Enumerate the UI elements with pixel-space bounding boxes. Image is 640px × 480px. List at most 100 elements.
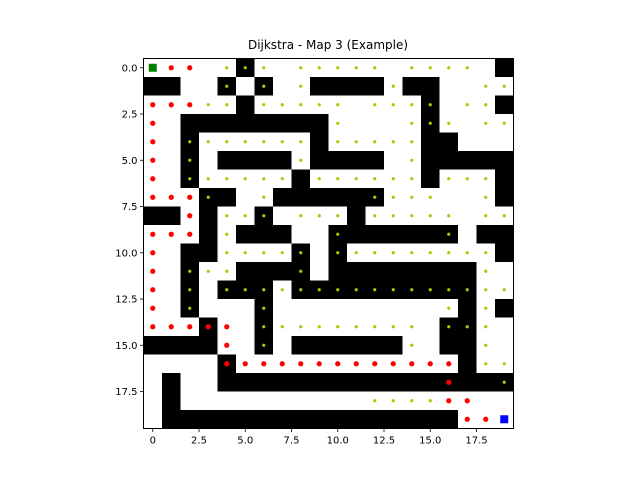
explored-point <box>225 103 229 107</box>
explored-point <box>262 288 266 292</box>
explored-point <box>299 269 303 273</box>
maze-open-cell <box>310 262 329 281</box>
maze-wall-cell <box>384 225 403 244</box>
maze-wall-cell <box>162 391 181 411</box>
maze-wall-cell <box>328 373 348 392</box>
explored-point <box>206 269 210 273</box>
maze-open-cell <box>273 77 292 96</box>
x-tick-label: 2.5 <box>191 436 207 447</box>
chart-title: Dijkstra - Map 3 (Example) <box>248 38 408 52</box>
explored-point <box>428 251 432 255</box>
explored-point <box>299 325 303 329</box>
maze-open-cell <box>199 373 218 392</box>
maze-wall-cell <box>217 151 237 170</box>
path-point <box>464 398 470 404</box>
maze-wall-cell <box>439 132 459 152</box>
maze-wall-cell <box>439 151 459 170</box>
path-point <box>150 157 156 163</box>
maze-wall-cell <box>384 373 403 392</box>
maze-open-cell <box>236 391 255 411</box>
explored-point <box>262 251 266 255</box>
maze-open-cell <box>365 114 385 133</box>
explored-point <box>262 177 266 181</box>
maze-wall-cell <box>291 336 311 355</box>
maze-wall-cell <box>476 151 496 170</box>
maze-wall-cell <box>402 410 422 429</box>
path-markers <box>150 65 489 422</box>
explored-point <box>410 251 414 255</box>
maze-wall-cell <box>421 132 440 152</box>
explored-point <box>336 66 340 70</box>
explored-point <box>373 140 377 144</box>
maze-open-cell <box>310 225 329 244</box>
explored-point <box>447 288 451 292</box>
maze-wall-cell <box>162 77 181 96</box>
explored-point <box>373 399 377 403</box>
explored-point <box>391 399 395 403</box>
maze-open-cell <box>384 151 403 170</box>
maze-wall-cell <box>439 410 459 429</box>
path-point <box>464 416 470 422</box>
explored-point <box>373 325 377 329</box>
maze-open-cell <box>236 77 255 96</box>
maze-wall-cell <box>347 188 366 207</box>
explored-point <box>336 214 340 218</box>
path-point <box>168 194 174 200</box>
maze-wall-cell <box>236 225 255 244</box>
explored-point <box>447 66 451 70</box>
path-point <box>335 361 341 367</box>
maze-wall-cell <box>310 77 329 96</box>
maze-wall-cell <box>421 373 440 392</box>
explored-point <box>225 288 229 292</box>
path-point <box>261 361 267 367</box>
maze-wall-cell <box>291 114 311 133</box>
maze-wall-cell <box>439 262 459 281</box>
maze-wall-cell <box>476 373 496 392</box>
maze-open-cell <box>217 299 237 318</box>
y-tick-label: 0.0 <box>122 63 138 74</box>
explored-point <box>428 214 432 218</box>
path-point <box>224 324 230 330</box>
path-point <box>446 398 452 404</box>
explored-point <box>410 158 414 162</box>
maze-wall-cell <box>347 225 366 244</box>
maze-open-cell <box>384 114 403 133</box>
maze-wall-cell <box>402 262 422 281</box>
explored-point <box>225 232 229 236</box>
maze-wall-cell <box>236 262 255 281</box>
explored-point <box>410 214 414 218</box>
explored-point <box>447 177 451 181</box>
explored-point <box>262 66 266 70</box>
explored-point <box>484 103 488 107</box>
explored-point <box>428 399 432 403</box>
maze-wall-cell <box>310 114 329 133</box>
maze-wall-cell <box>217 114 237 133</box>
maze-open-cell <box>421 336 440 355</box>
explored-point <box>280 288 284 292</box>
maze-wall-cell <box>143 336 163 355</box>
explored-point <box>317 66 321 70</box>
maze-wall-cell <box>199 336 218 355</box>
maze-open-cell <box>273 58 292 78</box>
maze-open-cell <box>180 391 200 411</box>
maze-wall-cell <box>365 225 385 244</box>
y-tick-label: 12.5 <box>115 295 137 306</box>
explored-point <box>391 177 395 181</box>
explored-point <box>317 288 321 292</box>
y-tick-label: 2.5 <box>122 110 138 121</box>
maze-open-cell <box>328 391 348 411</box>
maze-wall-cell <box>495 188 514 207</box>
explored-point <box>373 195 377 199</box>
explored-point <box>243 214 247 218</box>
explored-point <box>262 214 266 218</box>
path-point <box>150 176 156 182</box>
maze-wall-cell <box>347 336 366 355</box>
maze-open-cell <box>347 391 366 411</box>
maze-wall-cell <box>254 225 274 244</box>
maze-wall-cell <box>495 151 514 170</box>
explored-point <box>428 288 432 292</box>
explored-point <box>225 251 229 255</box>
maze-wall-cell <box>162 410 181 429</box>
path-point <box>150 102 156 108</box>
maze-wall-cell <box>310 373 329 392</box>
